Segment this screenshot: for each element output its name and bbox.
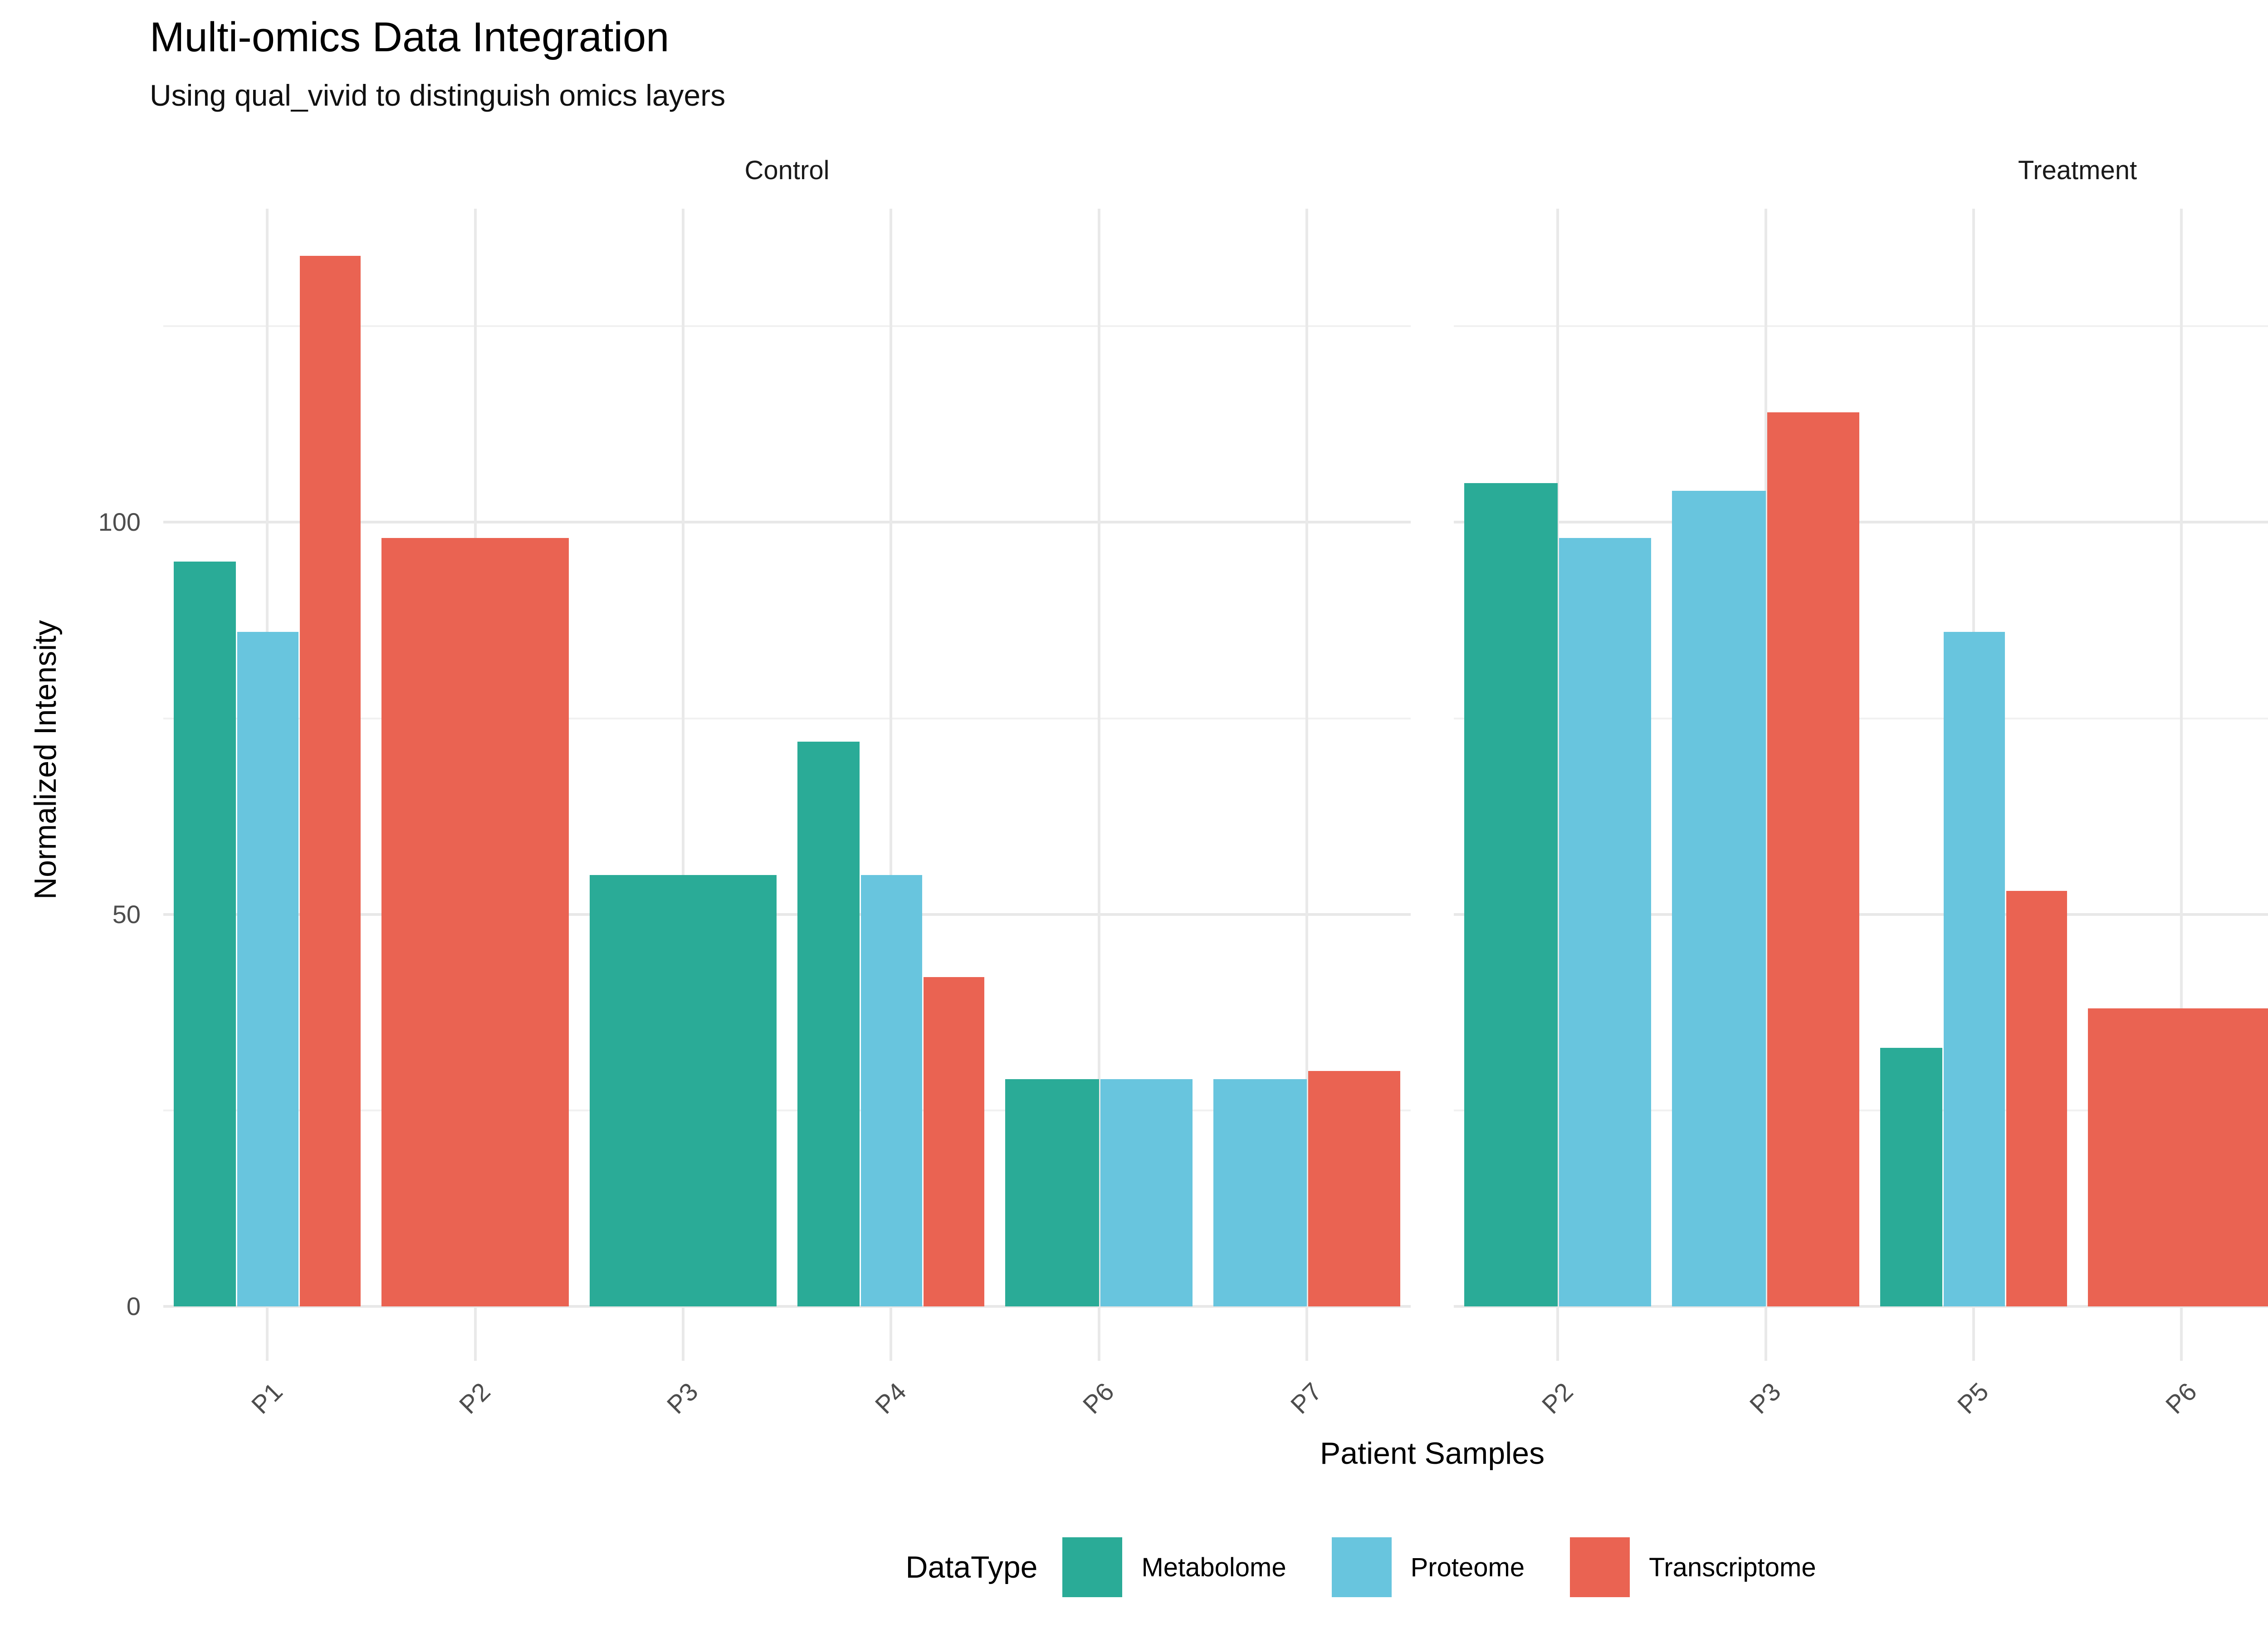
bar [1944,632,2005,1306]
x-tick-label: P6 [1077,1377,1119,1419]
bar [797,742,860,1306]
gridline-h-minor [1454,717,2268,719]
y-tick-label: 0 [126,1292,141,1320]
gridline-v-major [1556,209,1559,1361]
x-tick-label: P3 [1744,1377,1786,1419]
gridline-h-minor [163,1109,1411,1111]
page-title: Multi-omics Data Integration [150,14,670,60]
legend-items: Metabolome Proteome Transcriptome [1062,1537,1816,1597]
gridline-h-major [163,913,1411,916]
x-tick-label: P5 [1952,1377,1994,1419]
legend-item-transcriptome: Transcriptome [1570,1537,1816,1597]
page-subtitle: Using qual_vivid to distinguish omics la… [150,78,726,112]
bar [299,255,361,1306]
gridline-v-major [890,209,893,1361]
x-tick-label: P1 [245,1377,288,1419]
bar [1308,1071,1401,1306]
facet-strip-label: Control [744,155,830,185]
x-tick-label: P4 [869,1377,912,1419]
gridline-v-major [1305,209,1308,1361]
bar [1005,1079,1099,1306]
bar [589,875,777,1306]
bar [1100,1079,1193,1306]
legend-item-metabolome: Metabolome [1062,1537,1286,1597]
x-tick-label: P2 [453,1377,496,1419]
legend-label: Proteome [1410,1552,1525,1582]
bar [1672,491,1766,1306]
gridline-v-major [2180,209,2183,1361]
legend-label: Metabolome [1141,1552,1286,1582]
x-axis-title: Patient Samples [1320,1436,1545,1471]
bar [861,875,922,1306]
legend-key-metabolome [1062,1537,1123,1597]
gridline-h-major [1454,913,2268,916]
bar [173,561,236,1306]
legend-title: DataType [905,1550,1038,1584]
x-tick-label: P3 [661,1377,704,1419]
gridline-h-minor [1454,1109,2268,1111]
gridline-v-major [681,209,684,1361]
y-tick-label: 50 [112,900,141,929]
legend-item-proteome: Proteome [1331,1537,1525,1597]
gridline-h-minor [163,717,1411,719]
bar [237,632,298,1306]
bar [1767,412,1859,1306]
x-tick-label: P7 [1285,1377,1328,1419]
gridline-v-major [1764,209,1767,1361]
gridline-h-minor [1454,325,2268,328]
x-tick-label: P6 [2160,1377,2202,1419]
legend-key-transcriptome [1570,1537,1630,1597]
gridline-v-major [1097,209,1100,1361]
bar [381,538,569,1306]
bar [2006,890,2068,1306]
y-tick-label: 100 [98,508,141,537]
facet-strip-label: Treatment [2018,155,2137,185]
facet-panel [1454,209,2268,1361]
gridline-h-minor [163,325,1411,328]
legend: DataType Metabolome Proteome Transcriptome [0,1531,2268,1604]
gridline-h-major [1454,1305,2268,1308]
bar [2087,1008,2268,1306]
bar [1464,483,1558,1306]
legend-label: Transcriptome [1649,1552,1816,1582]
legend-key-proteome [1331,1537,1392,1597]
facet-panel [163,209,1411,1361]
bar [1559,538,1652,1306]
gridline-h-major [163,1305,1411,1308]
gridline-h-major [163,521,1411,524]
bar [1880,1047,1943,1306]
y-axis-title: Normalized Intensity [28,620,63,900]
bar [1213,1079,1307,1306]
x-tick-label: P2 [1536,1377,1579,1419]
bar [923,977,985,1306]
gridline-h-major [1454,521,2268,524]
